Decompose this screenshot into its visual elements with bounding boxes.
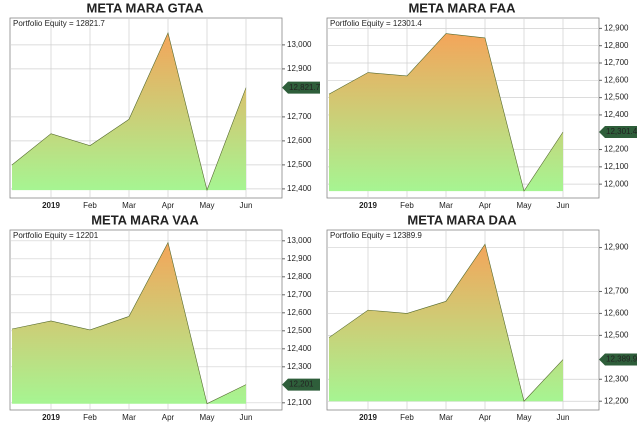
x-tick-label: Feb: [400, 413, 414, 422]
y-tick-label: 12,500: [604, 330, 629, 339]
y-tick-label: 12,600: [287, 308, 312, 317]
y-tick-label: 12,600: [287, 136, 312, 145]
area: [329, 244, 563, 402]
legend: Portfolio Equity = 12821.7: [13, 19, 105, 28]
y-tick-label: 12,700: [287, 112, 312, 121]
x-tick-label: 2019: [359, 413, 377, 422]
y-tick-label: 12,400: [604, 110, 629, 119]
value-label: 12,301.4: [606, 127, 638, 136]
x-tick-label: 2019: [42, 413, 60, 422]
area: [12, 32, 246, 191]
y-tick-label: 12,200: [604, 145, 629, 154]
chart-title: META MARA GTAA: [87, 0, 205, 15]
x-tick-label: Jun: [240, 201, 253, 210]
area: [329, 33, 563, 192]
chart-title: META MARA VAA: [91, 212, 199, 227]
value-tag: [282, 81, 320, 94]
x-tick-label: Apr: [479, 413, 492, 422]
x-tick-label: Mar: [439, 201, 453, 210]
value-label: 12,821.7: [289, 83, 321, 92]
y-tick-label: 12,700: [604, 58, 629, 67]
legend: Portfolio Equity = 12301.4: [330, 19, 422, 28]
panel: META MARA VAA 2019 Feb Mar Apr May Jun 12,100 12…: [9, 212, 320, 422]
value-tag: [599, 125, 637, 138]
x-tick-label: May: [199, 201, 214, 210]
y-tick-label: 12,000: [604, 179, 629, 188]
x-tick-label: Feb: [83, 413, 97, 422]
value-label: 12,389.9: [606, 355, 638, 364]
x-tick-label: 2019: [359, 201, 377, 210]
line: [11, 241, 247, 405]
x-tick-label: Apr: [479, 201, 492, 210]
y-tick-label: 12,800: [604, 41, 629, 50]
x-tick-label: Apr: [162, 201, 175, 210]
line: [11, 31, 247, 192]
x-tick-label: Mar: [439, 413, 453, 422]
y-tick-label: 12,700: [287, 290, 312, 299]
y-tick-label: 12,400: [287, 184, 312, 193]
x-tick-label: May: [516, 201, 531, 210]
y-tick-label: 12,900: [604, 243, 629, 252]
x-tick-label: Mar: [122, 201, 136, 210]
x-tick-label: Mar: [122, 413, 136, 422]
y-tick-label: 12,300: [287, 362, 312, 371]
area: [12, 242, 246, 404]
y-tick-label: 12,100: [604, 162, 629, 171]
y-tick-label: 12,200: [604, 396, 629, 405]
panel: META MARA FAA 2019 Feb Mar Apr May Jun 12,000 12…: [326, 0, 638, 210]
y-tick-label: 13,000: [287, 236, 312, 245]
legend: Portfolio Equity = 12201: [13, 231, 99, 240]
value-label: 12,201: [289, 380, 314, 389]
y-tick-label: 12,600: [604, 75, 629, 84]
y-tick-label: 12,400: [287, 344, 312, 353]
x-tick-label: Jun: [557, 201, 570, 210]
y-tick-label: 12,300: [604, 374, 629, 383]
legend: Portfolio Equity = 12389.9: [330, 231, 422, 240]
y-tick-label: 12,800: [287, 272, 312, 281]
y-tick-label: 12,500: [287, 160, 312, 169]
chart-title: META MARA DAA: [407, 212, 517, 227]
line: [328, 33, 564, 192]
y-tick-label: 12,600: [604, 309, 629, 318]
x-tick-label: May: [516, 413, 531, 422]
y-tick-label: 12,900: [287, 64, 312, 73]
y-tick-label: 12,500: [604, 93, 629, 102]
x-tick-label: Jun: [240, 413, 253, 422]
line: [328, 243, 564, 402]
y-tick-label: 12,500: [287, 326, 312, 335]
value-tag: [282, 378, 320, 391]
value-tag: [599, 353, 637, 366]
x-tick-label: 2019: [42, 201, 60, 210]
panel: META MARA DAA 2019 Feb Mar Apr May Jun 12,200 12…: [326, 212, 638, 422]
y-tick-label: 12,900: [287, 254, 312, 263]
y-tick-label: 12,100: [287, 398, 312, 407]
x-tick-label: Apr: [162, 413, 175, 422]
panel: META MARA GTAA 2019 Feb Mar Apr May Jun 12,400 1…: [9, 0, 321, 210]
x-tick-label: Feb: [83, 201, 97, 210]
x-tick-label: May: [199, 413, 214, 422]
x-tick-label: Jun: [557, 413, 570, 422]
chart-title: META MARA FAA: [408, 0, 516, 15]
y-tick-label: 12,900: [604, 23, 629, 32]
x-tick-label: Feb: [400, 201, 414, 210]
y-tick-label: 12,700: [604, 287, 629, 296]
y-tick-label: 13,000: [287, 40, 312, 49]
